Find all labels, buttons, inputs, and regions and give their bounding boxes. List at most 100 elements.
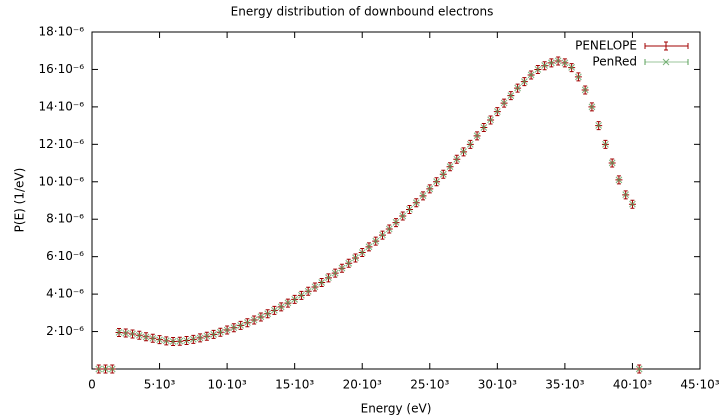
data-point — [439, 170, 447, 178]
marker-shape — [662, 58, 670, 66]
data-point — [325, 274, 332, 281]
data-point — [271, 306, 278, 314]
marker-shape — [568, 64, 575, 71]
marker-shape — [581, 86, 589, 94]
marker-shape — [392, 219, 400, 226]
marker-shape — [480, 124, 488, 131]
data-point — [331, 269, 339, 277]
marker-shape — [473, 132, 481, 140]
marker-shape — [102, 365, 109, 373]
marker-shape — [588, 103, 596, 111]
marker-shape — [169, 338, 177, 345]
y-tick-label: 2·10⁻⁶ — [46, 324, 84, 338]
marker-shape — [142, 333, 150, 341]
marker-shape — [331, 269, 339, 277]
y-tick-label: 18·10⁻⁶ — [39, 25, 85, 39]
x-tick-label: 0 — [88, 378, 96, 392]
data-point — [210, 331, 217, 338]
data-point — [291, 295, 299, 303]
data-point — [237, 322, 244, 329]
data-point — [108, 365, 116, 373]
data-point — [662, 41, 670, 51]
marker-shape — [298, 291, 305, 299]
data-point — [230, 324, 238, 331]
marker-shape — [460, 148, 467, 155]
marker-shape — [595, 122, 603, 129]
data-point — [102, 365, 109, 373]
marker-shape — [466, 140, 474, 148]
marker-shape — [338, 264, 346, 272]
data-point — [433, 178, 440, 185]
marker-shape — [196, 334, 204, 342]
data-point — [250, 316, 258, 324]
data-point — [176, 337, 184, 345]
data-point — [399, 212, 407, 220]
marker-shape — [311, 283, 319, 291]
data-point — [602, 140, 609, 148]
data-point — [561, 59, 569, 67]
y-tick-label: 10·10⁻⁶ — [39, 174, 85, 188]
marker-shape — [162, 337, 170, 345]
data-point — [541, 62, 548, 69]
marker-shape — [304, 287, 312, 295]
data-point — [487, 116, 494, 124]
data-point — [257, 313, 265, 321]
y-tick-label: 12·10⁻⁶ — [39, 137, 85, 151]
marker-shape — [230, 324, 238, 331]
data-point — [365, 243, 373, 251]
data-point — [466, 140, 474, 148]
data-point — [575, 73, 582, 81]
marker-shape — [135, 331, 143, 339]
data-point — [304, 287, 312, 295]
marker-shape — [210, 331, 217, 338]
data-point — [608, 159, 616, 167]
marker-shape — [575, 73, 582, 81]
marker-shape — [419, 192, 427, 199]
data-point — [183, 337, 190, 344]
data-point — [493, 108, 501, 115]
data-point — [446, 163, 454, 170]
data-point — [196, 334, 204, 342]
y-tick-label: 8·10⁻⁶ — [46, 212, 84, 226]
marker-shape — [534, 66, 542, 73]
data-point — [162, 337, 170, 345]
marker-shape — [277, 303, 285, 311]
marker-shape — [203, 332, 211, 340]
data-point — [581, 86, 589, 94]
marker-shape — [257, 313, 265, 321]
data-point — [203, 332, 211, 340]
marker-shape — [358, 249, 366, 256]
data-point — [311, 283, 319, 291]
marker-shape — [385, 225, 393, 233]
marker-shape — [115, 328, 123, 336]
marker-shape — [406, 205, 413, 213]
y-tick-label: 4·10⁻⁶ — [46, 287, 84, 301]
data-point — [615, 176, 623, 184]
data-point — [318, 279, 326, 286]
data-point — [514, 84, 521, 92]
marker-shape — [561, 59, 569, 67]
data-point — [392, 219, 400, 226]
marker-shape — [500, 99, 508, 107]
data-point — [142, 333, 150, 341]
chart-title: Energy distribution of downbound electro… — [231, 5, 494, 19]
marker-shape — [244, 319, 251, 326]
data-point — [223, 326, 231, 334]
data-point — [662, 58, 670, 66]
marker-shape — [108, 365, 116, 373]
x-tick-label: 5·10³ — [144, 378, 176, 392]
legend-label: PENELOPE — [575, 39, 637, 53]
marker-shape — [352, 254, 359, 262]
marker-shape — [379, 231, 386, 239]
marker-shape — [527, 71, 535, 79]
data-point — [406, 205, 413, 213]
data-point — [352, 254, 359, 262]
y-axis-label: P(E) (1/eV) — [13, 168, 27, 233]
data-point — [277, 303, 285, 311]
marker-shape — [507, 92, 515, 100]
x-axis-label: Energy (eV) — [361, 402, 432, 416]
marker-shape — [399, 212, 407, 220]
data-point — [284, 299, 292, 307]
